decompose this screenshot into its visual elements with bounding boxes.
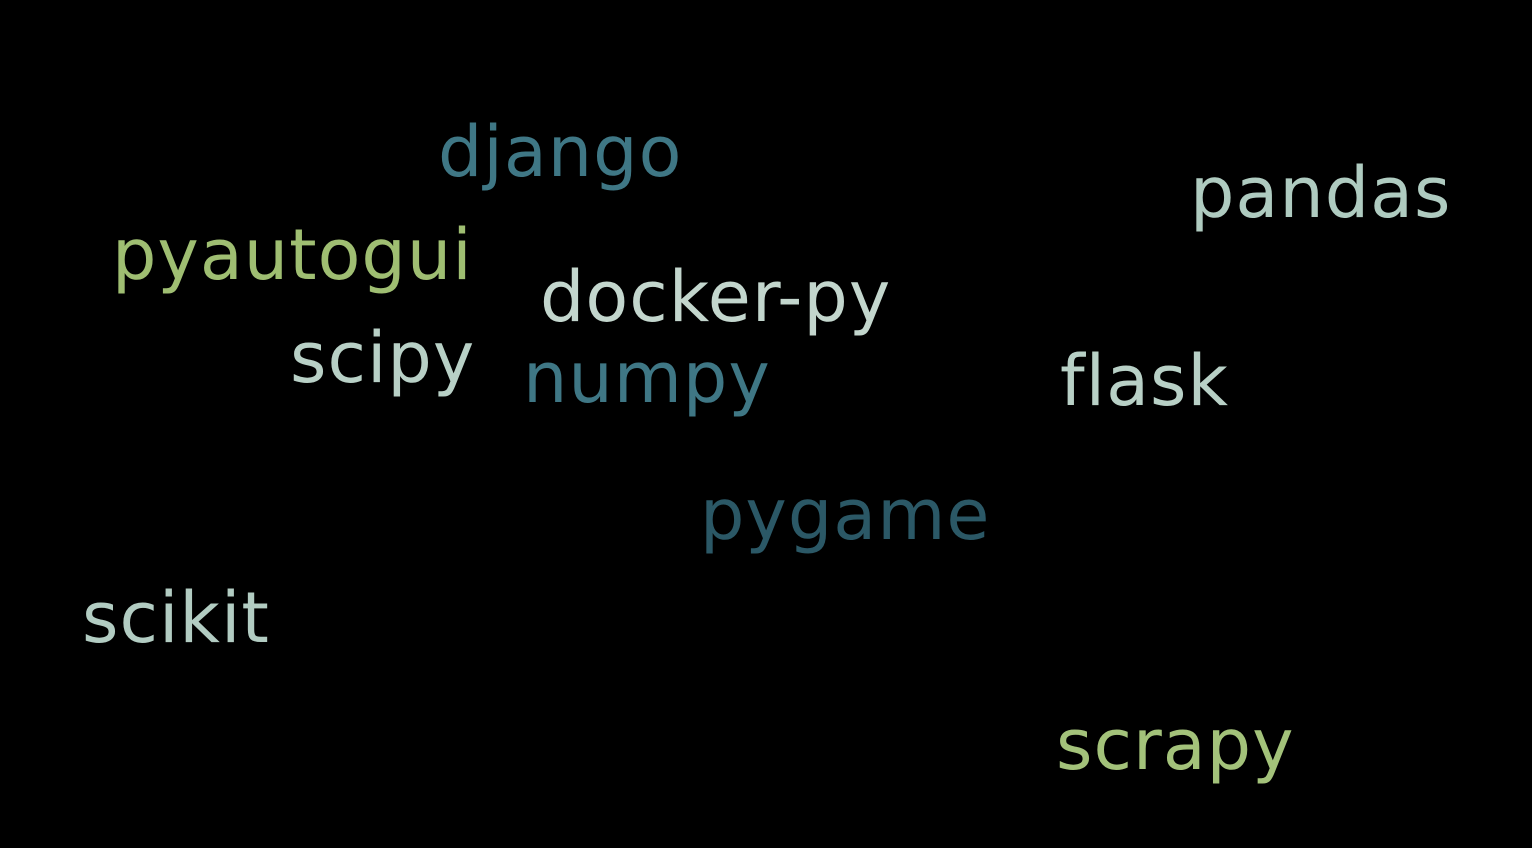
word-docker-py: docker-py bbox=[540, 256, 892, 338]
word-scipy: scipy bbox=[290, 317, 476, 399]
word-numpy: numpy bbox=[523, 337, 771, 419]
word-scrapy: scrapy bbox=[1056, 704, 1295, 786]
word-pandas: pandas bbox=[1190, 152, 1452, 234]
word-flask: flask bbox=[1060, 340, 1229, 422]
word-pygame: pygame bbox=[700, 474, 991, 556]
word-django: django bbox=[438, 111, 683, 193]
word-scikit: scikit bbox=[82, 577, 270, 659]
word-pyautogui: pyautogui bbox=[112, 214, 473, 296]
